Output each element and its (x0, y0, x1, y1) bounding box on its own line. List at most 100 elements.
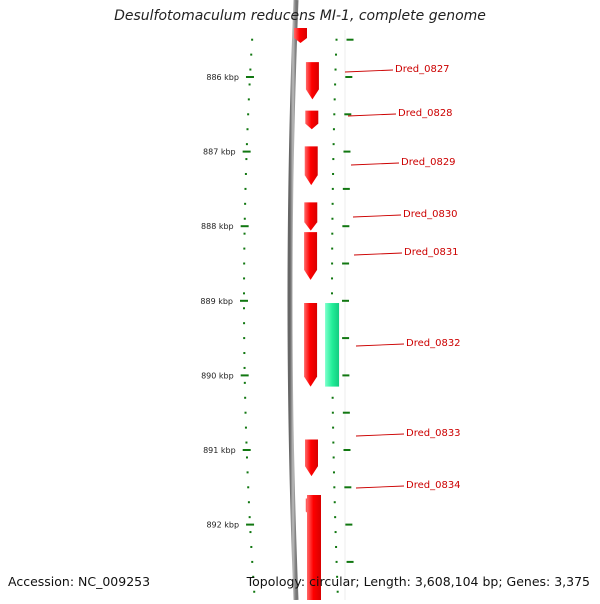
minor-tick-right (334, 83, 337, 86)
right-ruler-tick (344, 113, 352, 116)
minor-tick-right (334, 516, 337, 519)
minor-tick-right (334, 68, 337, 71)
minor-tick-right (331, 396, 334, 399)
minor-tick-left (250, 545, 253, 548)
right-ruler-tick (345, 523, 353, 526)
gene-label-dred-0832[interactable]: Dred_0832 (406, 338, 461, 349)
right-ruler-tick (343, 150, 351, 153)
gene-label-dred-0828[interactable]: Dred_0828 (398, 108, 453, 119)
right-ruler-tick (346, 560, 354, 563)
minor-tick-right (331, 411, 334, 414)
minor-tick-left (244, 187, 247, 190)
minor-tick-left (244, 172, 247, 175)
minor-tick-right (331, 277, 334, 280)
gene-label-dred-0833[interactable]: Dred_0833 (406, 428, 461, 439)
minor-tick-left (243, 232, 246, 235)
gene-dred-0832-reverse[interactable] (325, 303, 340, 387)
gene-dred-0827-forward[interactable] (305, 62, 319, 100)
gene-label-leader (344, 69, 394, 73)
minor-tick-right (335, 560, 338, 563)
gene-dred-0829-forward[interactable] (304, 146, 318, 186)
right-ruler-tick (343, 449, 351, 451)
minor-tick-right (335, 545, 338, 548)
gene-label-leader (347, 113, 397, 117)
minor-tick-right (332, 471, 335, 474)
gene-label-leader (352, 214, 402, 218)
minor-tick-right (331, 217, 334, 220)
gene-label-dred-0827[interactable]: Dred_0827 (395, 64, 450, 75)
label-layer: Dred_0827 Dred_0828 Dred_0829 Dred_0830 Dred… (344, 64, 461, 491)
minor-tick-right (331, 262, 334, 265)
accession-text: Accession: NC_009253 (8, 574, 151, 589)
minor-tick-right (331, 247, 334, 250)
minor-tick-left (253, 590, 256, 593)
gene-dred-0832-forward[interactable] (304, 303, 318, 387)
tick-layer: 886 kbp 887 kbp 888 kbp 889 kbp 890 kbp 891 k… (200, 38, 354, 593)
minor-tick-right (332, 158, 335, 161)
gene-label-dred-0830[interactable]: Dred_0830 (403, 209, 458, 220)
tick-label-886: 886 kbp (206, 73, 239, 82)
minor-tick-left (246, 471, 249, 474)
minor-tick-right (331, 187, 334, 190)
right-ruler-tick (342, 411, 350, 414)
minor-tick-left (251, 38, 254, 41)
minor-tick-left (244, 411, 247, 414)
minor-tick-left (244, 426, 247, 429)
gene-label-dred-0834[interactable]: Dred_0834 (406, 480, 461, 491)
minor-tick-right (331, 202, 334, 205)
minor-tick-left (249, 68, 252, 71)
gene-dred-0831-forward[interactable] (304, 232, 318, 280)
minor-tick-left (247, 486, 250, 489)
minor-tick-right (332, 143, 335, 146)
minor-tick-left (247, 98, 250, 101)
minor-tick-right (332, 426, 335, 429)
minor-tick-right (333, 98, 336, 101)
right-ruler-tick (342, 337, 350, 340)
gene-continuation-top (294, 28, 307, 43)
minor-tick-left (245, 441, 248, 444)
major-tick-886 (245, 76, 254, 78)
minor-tick-left (243, 307, 246, 310)
genome-backbone (287, 0, 299, 601)
minor-tick-left (243, 381, 246, 384)
gene-dred-0833-forward[interactable] (305, 439, 318, 477)
backbone-layer (287, 0, 346, 601)
minor-tick-right (331, 292, 333, 295)
gene-label-dred-0831[interactable]: Dred_0831 (404, 247, 459, 258)
minor-tick-right (333, 501, 336, 504)
minor-tick-right (335, 38, 338, 41)
major-tick-889 (240, 299, 248, 302)
minor-tick-right (332, 441, 335, 444)
right-ruler-tick (342, 225, 350, 228)
minor-tick-left (244, 396, 247, 399)
gene-label-dred-0829[interactable]: Dred_0829 (401, 157, 456, 168)
minor-tick-left (244, 202, 247, 205)
major-tick-887 (242, 150, 251, 153)
minor-tick-left (245, 143, 248, 146)
minor-tick-left (248, 516, 251, 519)
minor-tick-left (243, 217, 246, 220)
minor-tick-left (245, 158, 248, 161)
major-tick-891 (242, 449, 251, 451)
minor-tick-right (336, 575, 339, 578)
right-ruler-tick (342, 187, 350, 190)
major-tick-892 (246, 523, 255, 526)
right-ruler-tick (342, 299, 349, 302)
right-ruler-tick (342, 262, 350, 265)
minor-tick-right (332, 172, 335, 175)
tick-label-892: 892 kbp (206, 521, 239, 530)
gene-dred-0830-forward[interactable] (304, 202, 318, 231)
gene-dred-0828-forward[interactable] (305, 110, 319, 130)
major-tick-888 (240, 225, 249, 228)
right-ruler-tick (346, 38, 354, 41)
minor-tick-left (249, 531, 252, 534)
minor-tick-left (250, 53, 253, 56)
minor-tick-left (243, 366, 246, 369)
minor-tick-left (243, 247, 246, 250)
minor-tick-right (332, 456, 335, 459)
major-tick-890 (240, 374, 249, 377)
minor-tick-right (336, 590, 339, 593)
minor-tick-left (243, 352, 246, 355)
minor-tick-left (243, 277, 246, 280)
